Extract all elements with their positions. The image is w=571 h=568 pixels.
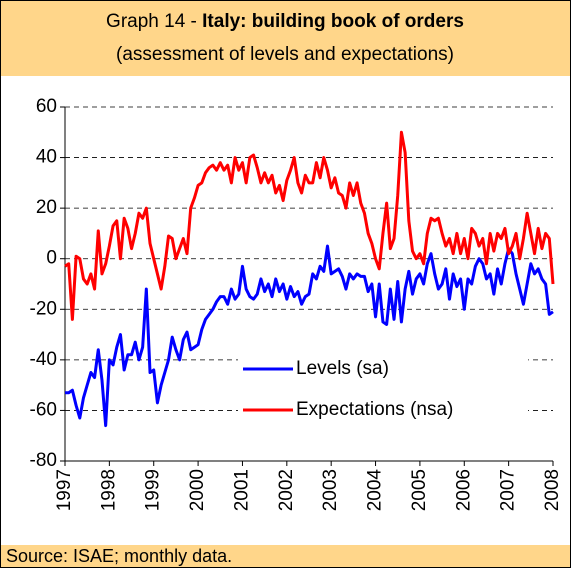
- x-tick-label: 2008: [542, 469, 563, 511]
- footer: [0, 545, 571, 568]
- legend-label: Levels (sa): [296, 358, 389, 379]
- y-tick-label: -20: [30, 298, 57, 319]
- legend-box: [238, 349, 528, 431]
- y-tick-label: -40: [30, 349, 57, 370]
- series-line: [64, 130, 555, 321]
- x-tick-label: 2006: [453, 469, 474, 511]
- x-tick-label: 1997: [54, 469, 75, 511]
- y-tick-label: 0: [46, 248, 57, 269]
- y-tick-label: 20: [36, 197, 57, 218]
- y-tick-label: 40: [36, 147, 57, 168]
- x-tick-label: 2000: [187, 469, 208, 511]
- x-tick-label: 2005: [409, 469, 430, 511]
- series-line: [65, 244, 554, 428]
- x-tick-label: 2002: [276, 469, 297, 511]
- x-tick-label: 2001: [231, 469, 252, 511]
- chart-title: Graph 14 - Italy: building book of order…: [106, 11, 464, 32]
- title-prefix: Graph 14 -: [106, 11, 202, 32]
- legend-label: Expectations (nsa): [296, 399, 453, 420]
- x-tick-label: 1999: [143, 469, 164, 511]
- x-tick-label: 1998: [98, 469, 119, 511]
- source-note: Source: ISAE; monthly data.: [6, 546, 232, 566]
- x-tick-label: 2007: [498, 469, 519, 511]
- x-tick-label: 2003: [320, 469, 341, 511]
- chart-subtitle: (assessment of levels and expectations): [116, 44, 454, 65]
- title-main: Italy: building book of orders: [202, 11, 464, 32]
- header: [0, 0, 571, 76]
- y-tick-label: -80: [30, 450, 57, 471]
- x-tick-label: 2004: [365, 469, 386, 512]
- y-tick-label: -60: [30, 399, 57, 420]
- y-tick-label: 60: [36, 96, 57, 117]
